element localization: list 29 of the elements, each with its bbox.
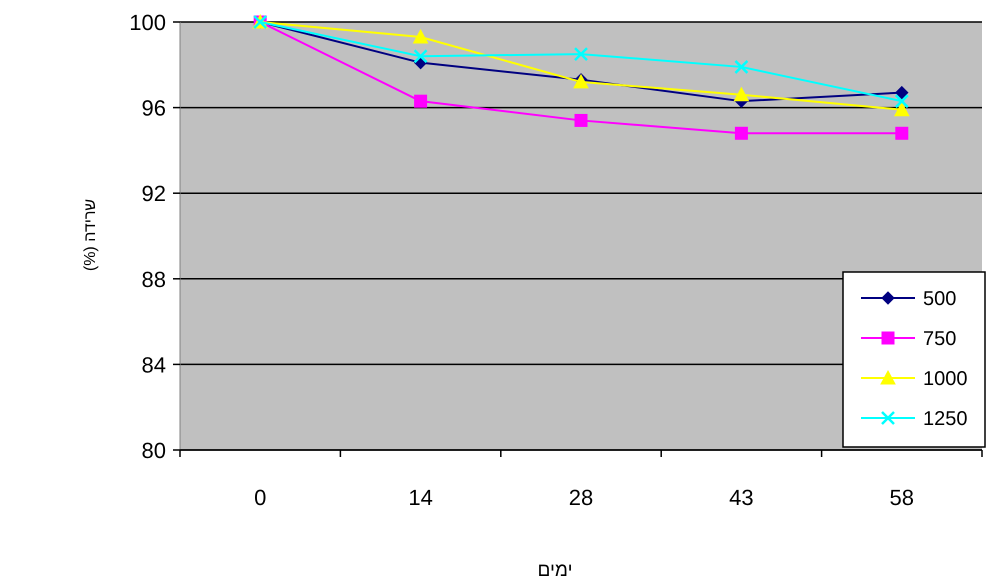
legend-label: 750 [923, 328, 956, 350]
y-tick-label: 96 [142, 96, 166, 121]
y-tick-label: 80 [142, 438, 166, 463]
point [413, 48, 428, 64]
legend-label: 1000 [923, 368, 968, 390]
y-tick-label: 84 [142, 352, 166, 378]
legend-label: 500 [923, 288, 956, 310]
x-tick-label: 0 [254, 485, 266, 510]
y-axis-title: שרידה (%) [82, 198, 99, 272]
point [414, 94, 428, 108]
point [894, 94, 910, 108]
point [895, 86, 908, 100]
point [574, 46, 588, 62]
point [894, 102, 910, 116]
point [413, 29, 428, 44]
point [574, 114, 588, 127]
x-tick-label: 43 [729, 485, 754, 510]
point [734, 60, 749, 74]
point [734, 126, 748, 140]
y-tick-label: 92 [142, 181, 166, 206]
point [895, 126, 908, 140]
point [734, 87, 749, 102]
x-tick-label: 14 [408, 485, 433, 510]
x-axis-title: ימים [537, 560, 573, 581]
y-tick-label: 88 [142, 266, 166, 292]
x-tick-label: 58 [890, 485, 914, 510]
x-tick-label: 28 [568, 485, 594, 510]
y-tick-label: 100 [129, 10, 166, 35]
legend-label: 1250 [923, 408, 968, 430]
